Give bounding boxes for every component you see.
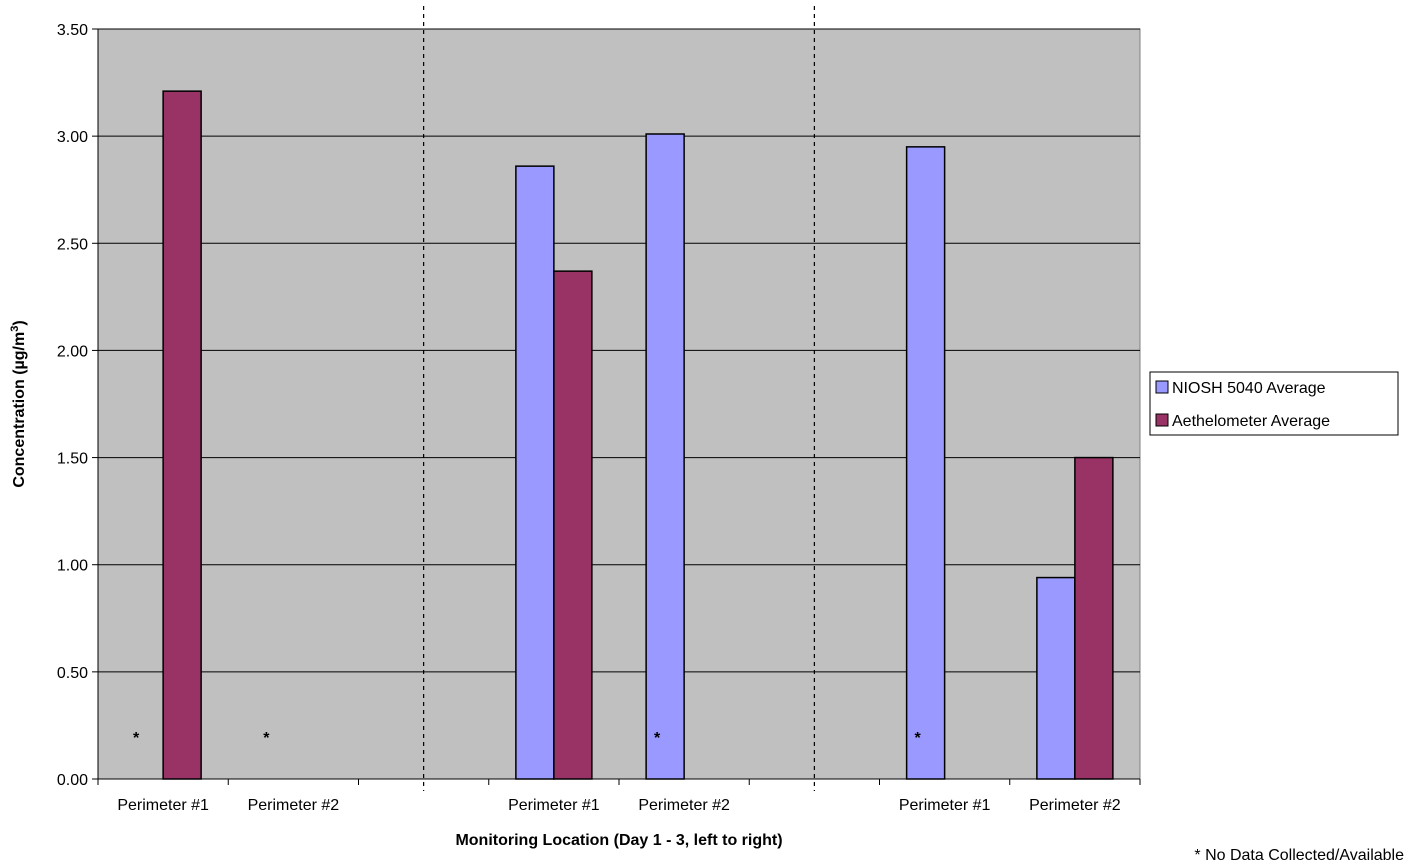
y-axis-title-superscript: 3 <box>9 326 21 332</box>
bar <box>553 270 593 780</box>
no-data-markers: * * * * <box>133 730 922 747</box>
x-tick-label: Perimeter #2 <box>1029 797 1121 814</box>
no-data-marker: * <box>263 730 270 747</box>
y-tick-label: 2.00 <box>57 343 88 360</box>
y-axis-title: Concentration (µg/m3) <box>9 320 28 487</box>
gridlines <box>98 28 1140 673</box>
x-tick-label: Perimeter #1 <box>899 797 991 814</box>
x-tick-label: Perimeter #1 <box>508 797 600 814</box>
y-tick-label: 0.50 <box>57 665 88 682</box>
bar <box>515 165 555 780</box>
bar <box>162 90 202 780</box>
x-tick-label: Perimeter #1 <box>117 797 209 814</box>
no-data-marker: * <box>133 730 140 747</box>
no-data-marker: * <box>915 730 922 747</box>
axes <box>92 28 1141 785</box>
y-tick-label: 3.00 <box>57 129 88 146</box>
x-axis-title: Monitoring Location (Day 1 - 3, left to … <box>455 832 782 849</box>
y-axis-title-suffix: ) <box>11 320 28 325</box>
legend-label-niosh: NIOSH 5040 Average <box>1172 380 1326 397</box>
tick-labels: 0.00 0.50 1.00 1.50 2.00 2.50 3.00 3.50 Perimete… <box>57 22 1121 814</box>
bar <box>1036 576 1076 780</box>
y-tick-label: 1.00 <box>57 558 88 575</box>
bar <box>1074 456 1114 780</box>
footnote: * No Data Collected/Available <box>1194 847 1404 864</box>
bar <box>905 146 946 780</box>
x-tick-label: Perimeter #2 <box>248 797 340 814</box>
no-data-marker: * <box>654 730 661 747</box>
legend-swatch-aethelometer <box>1155 413 1169 427</box>
legend-box <box>1149 371 1399 436</box>
y-tick-label: 1.50 <box>57 451 88 468</box>
y-tick-label: 0.00 <box>57 772 88 789</box>
y-axis-title-text: Concentration (µg/m <box>11 332 28 488</box>
day-separators <box>423 6 815 791</box>
plot-area <box>97 28 1141 780</box>
y-tick-label: 2.50 <box>57 236 88 253</box>
legend-swatch-niosh <box>1155 380 1169 394</box>
legend-label-aethelometer: Aethelometer Average <box>1172 413 1330 430</box>
y-tick-label: 3.50 <box>57 22 88 39</box>
x-tick-label: Perimeter #2 <box>638 797 730 814</box>
legend: NIOSH 5040 Average Aethelometer Average <box>1149 371 1399 436</box>
bar <box>645 133 685 780</box>
